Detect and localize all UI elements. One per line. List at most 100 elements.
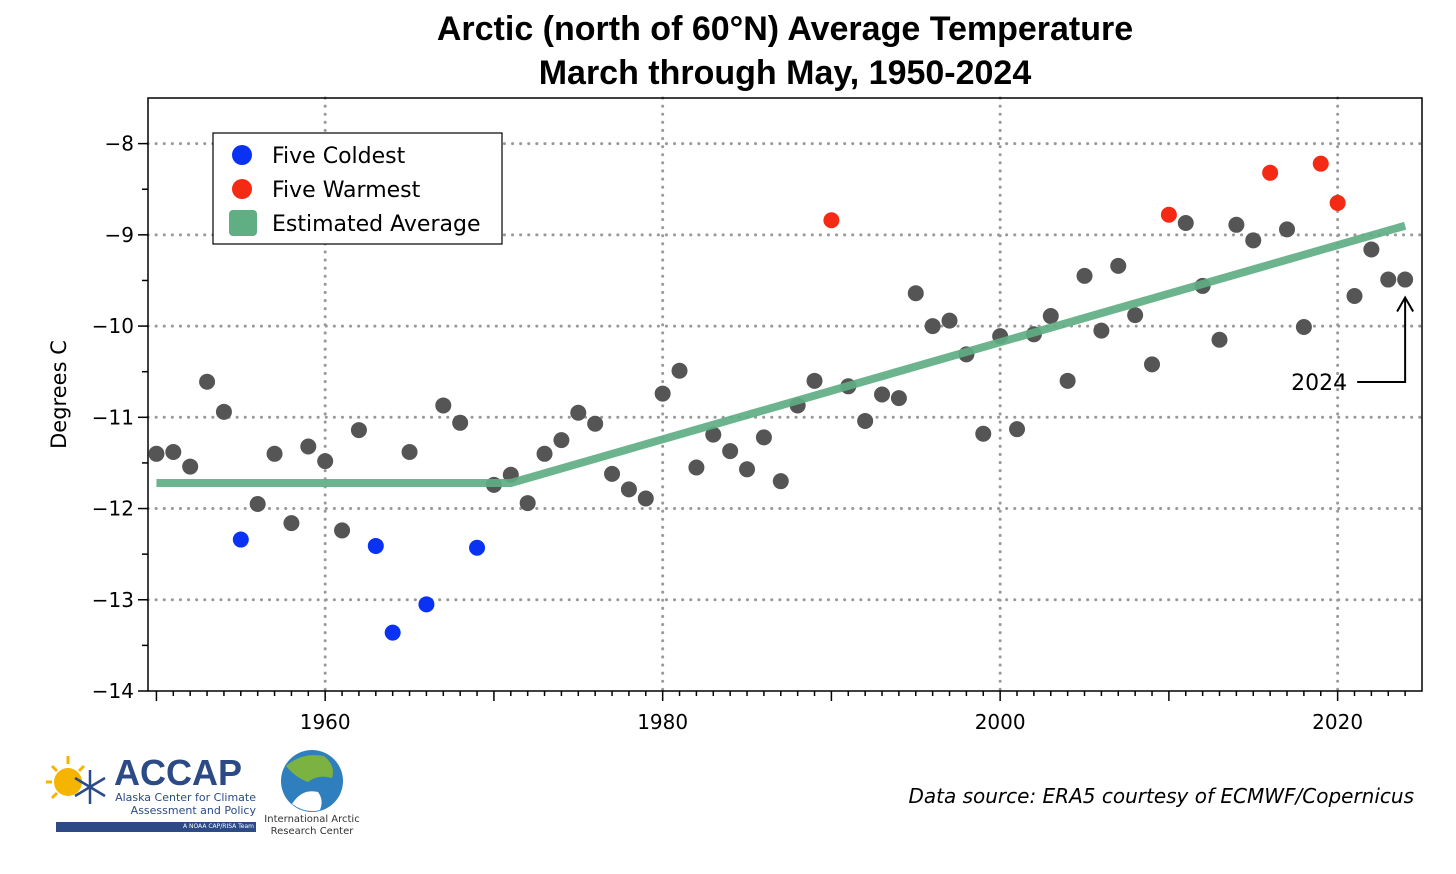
data-point	[283, 515, 300, 532]
data-point	[199, 373, 216, 390]
data-point	[755, 429, 772, 446]
legend-label: Five Coldest	[272, 144, 406, 169]
data-point	[604, 465, 621, 482]
annotation-label: 2024	[1291, 371, 1347, 396]
data-point-coldest	[232, 531, 249, 548]
data-point	[1346, 287, 1363, 304]
data-point	[688, 459, 705, 476]
data-point-coldest	[384, 624, 401, 641]
accap-subtitle: Alaska Center for Climate Assessment and…	[115, 791, 256, 817]
data-source-note: Data source: ERA5 courtesy of ECMWF/Cope…	[908, 784, 1414, 808]
data-point	[857, 412, 874, 429]
data-point	[182, 458, 199, 475]
data-point	[772, 473, 789, 490]
legend-marker	[232, 179, 252, 199]
data-point	[266, 445, 283, 462]
data-point	[1042, 308, 1059, 325]
accap-wordmark: ACCAP	[114, 752, 243, 793]
data-point	[215, 403, 232, 420]
sun-snowflake-icon	[46, 756, 106, 804]
y-tick-label: −10	[92, 314, 134, 338]
data-point	[452, 414, 469, 431]
data-point	[587, 415, 604, 432]
data-point-warmest	[1160, 206, 1177, 223]
chart-title: Arctic (north of 60°N) Average Temperatu…	[436, 10, 1134, 48]
x-tick-label: 2000	[975, 710, 1026, 734]
data-point	[1177, 214, 1194, 231]
legend-label: Five Warmest	[272, 178, 421, 203]
data-point-coldest	[469, 539, 486, 556]
y-tick-label: −12	[92, 497, 134, 521]
data-point	[165, 443, 182, 460]
data-point	[874, 386, 891, 403]
data-point	[975, 425, 992, 442]
legend-marker	[232, 145, 252, 165]
y-tick-label: −13	[92, 588, 134, 612]
data-point	[300, 438, 317, 455]
data-point	[1363, 241, 1380, 258]
x-tick-label: 2020	[1312, 710, 1363, 734]
legend-box	[212, 132, 503, 245]
data-point	[705, 426, 722, 443]
globe-icon	[281, 750, 343, 812]
data-point	[519, 495, 536, 512]
data-point	[1245, 232, 1262, 249]
legend-label: Estimated Average	[272, 212, 480, 237]
accap-logo: ACCAP Alaska Center for Climate Assessme…	[42, 752, 262, 836]
y-tick-label: −9	[105, 223, 134, 247]
data-point	[317, 453, 334, 470]
data-point	[1127, 307, 1144, 324]
data-point	[1110, 257, 1127, 274]
data-point	[1093, 322, 1110, 339]
data-point	[1059, 372, 1076, 389]
data-point	[1211, 331, 1228, 348]
data-point	[1144, 356, 1161, 373]
data-point	[722, 443, 739, 460]
data-point	[1279, 221, 1296, 238]
data-point	[148, 445, 165, 462]
data-point	[941, 312, 958, 329]
arrow-head-icon	[1396, 295, 1414, 313]
data-point	[806, 372, 823, 389]
data-point	[1295, 318, 1312, 335]
data-point	[570, 404, 587, 421]
data-point	[1380, 271, 1397, 288]
data-point	[924, 318, 941, 335]
data-point	[907, 285, 924, 302]
data-point	[249, 495, 266, 512]
data-point	[435, 397, 452, 414]
data-point	[890, 390, 907, 407]
data-point	[401, 443, 418, 460]
x-tick-label: 1980	[637, 710, 688, 734]
data-point	[654, 385, 671, 402]
data-point	[620, 481, 637, 498]
data-point-warmest	[823, 212, 840, 229]
iarc-wordmark: International Arctic Research Center	[264, 814, 360, 837]
data-point	[536, 445, 553, 462]
data-point	[1076, 267, 1093, 284]
data-point-warmest	[1329, 194, 1346, 211]
y-tick-label: −8	[105, 132, 134, 156]
data-point	[637, 490, 654, 507]
data-point-coldest	[418, 596, 435, 613]
y-axis-label: Degrees C	[47, 340, 71, 449]
data-point-warmest	[1312, 155, 1329, 172]
y-tick-label: −11	[92, 405, 134, 429]
data-point	[553, 432, 570, 449]
data-point	[334, 522, 351, 539]
chart-subtitle: March through May, 1950-2024	[538, 54, 1032, 92]
trend-line	[156, 221, 1407, 487]
accap-tagline: A NOAA CAP/RISA Team	[56, 822, 256, 832]
data-point-coldest	[367, 537, 384, 554]
iarc-logo: International Arctic Research Center	[262, 748, 362, 840]
data-point	[1397, 271, 1414, 288]
data-point	[671, 362, 688, 379]
x-tick-label: 1960	[300, 710, 351, 734]
y-tick-label: −14	[92, 679, 134, 703]
data-point	[739, 461, 756, 478]
legend-swatch	[229, 210, 257, 236]
data-point-warmest	[1262, 164, 1279, 181]
data-point	[1228, 216, 1245, 233]
plot-frame	[147, 97, 1423, 692]
